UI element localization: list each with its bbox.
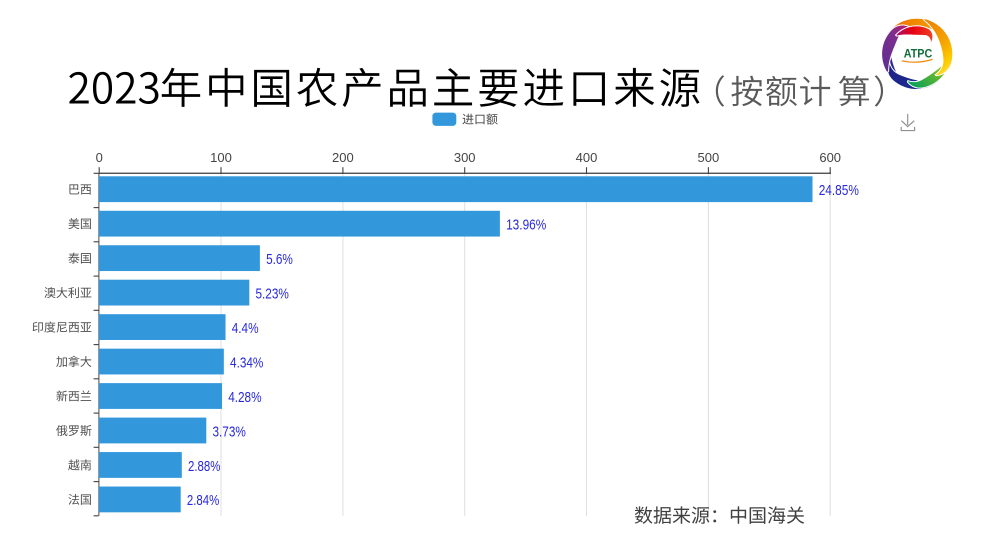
svg-text:200: 200 — [332, 150, 354, 165]
svg-text:4.34%: 4.34% — [230, 354, 263, 371]
svg-text:ATPC: ATPC — [904, 48, 933, 60]
svg-text:0: 0 — [96, 150, 103, 165]
svg-text:2.88%: 2.88% — [188, 458, 220, 475]
svg-text:13.96%: 13.96% — [506, 216, 546, 233]
svg-text:5.6%: 5.6% — [266, 251, 293, 268]
svg-text:500: 500 — [698, 150, 720, 165]
svg-text:4.4%: 4.4% — [232, 320, 259, 337]
svg-text:2.84%: 2.84% — [187, 492, 219, 509]
svg-text:100: 100 — [210, 150, 232, 165]
svg-text:24.85%: 24.85% — [819, 182, 859, 199]
svg-text:600: 600 — [819, 150, 841, 165]
svg-text:300: 300 — [454, 150, 476, 165]
svg-text:3.73%: 3.73% — [212, 423, 245, 440]
svg-text:400: 400 — [576, 150, 598, 165]
svg-text:5.23%: 5.23% — [255, 285, 288, 302]
svg-text:4.28%: 4.28% — [228, 389, 261, 406]
